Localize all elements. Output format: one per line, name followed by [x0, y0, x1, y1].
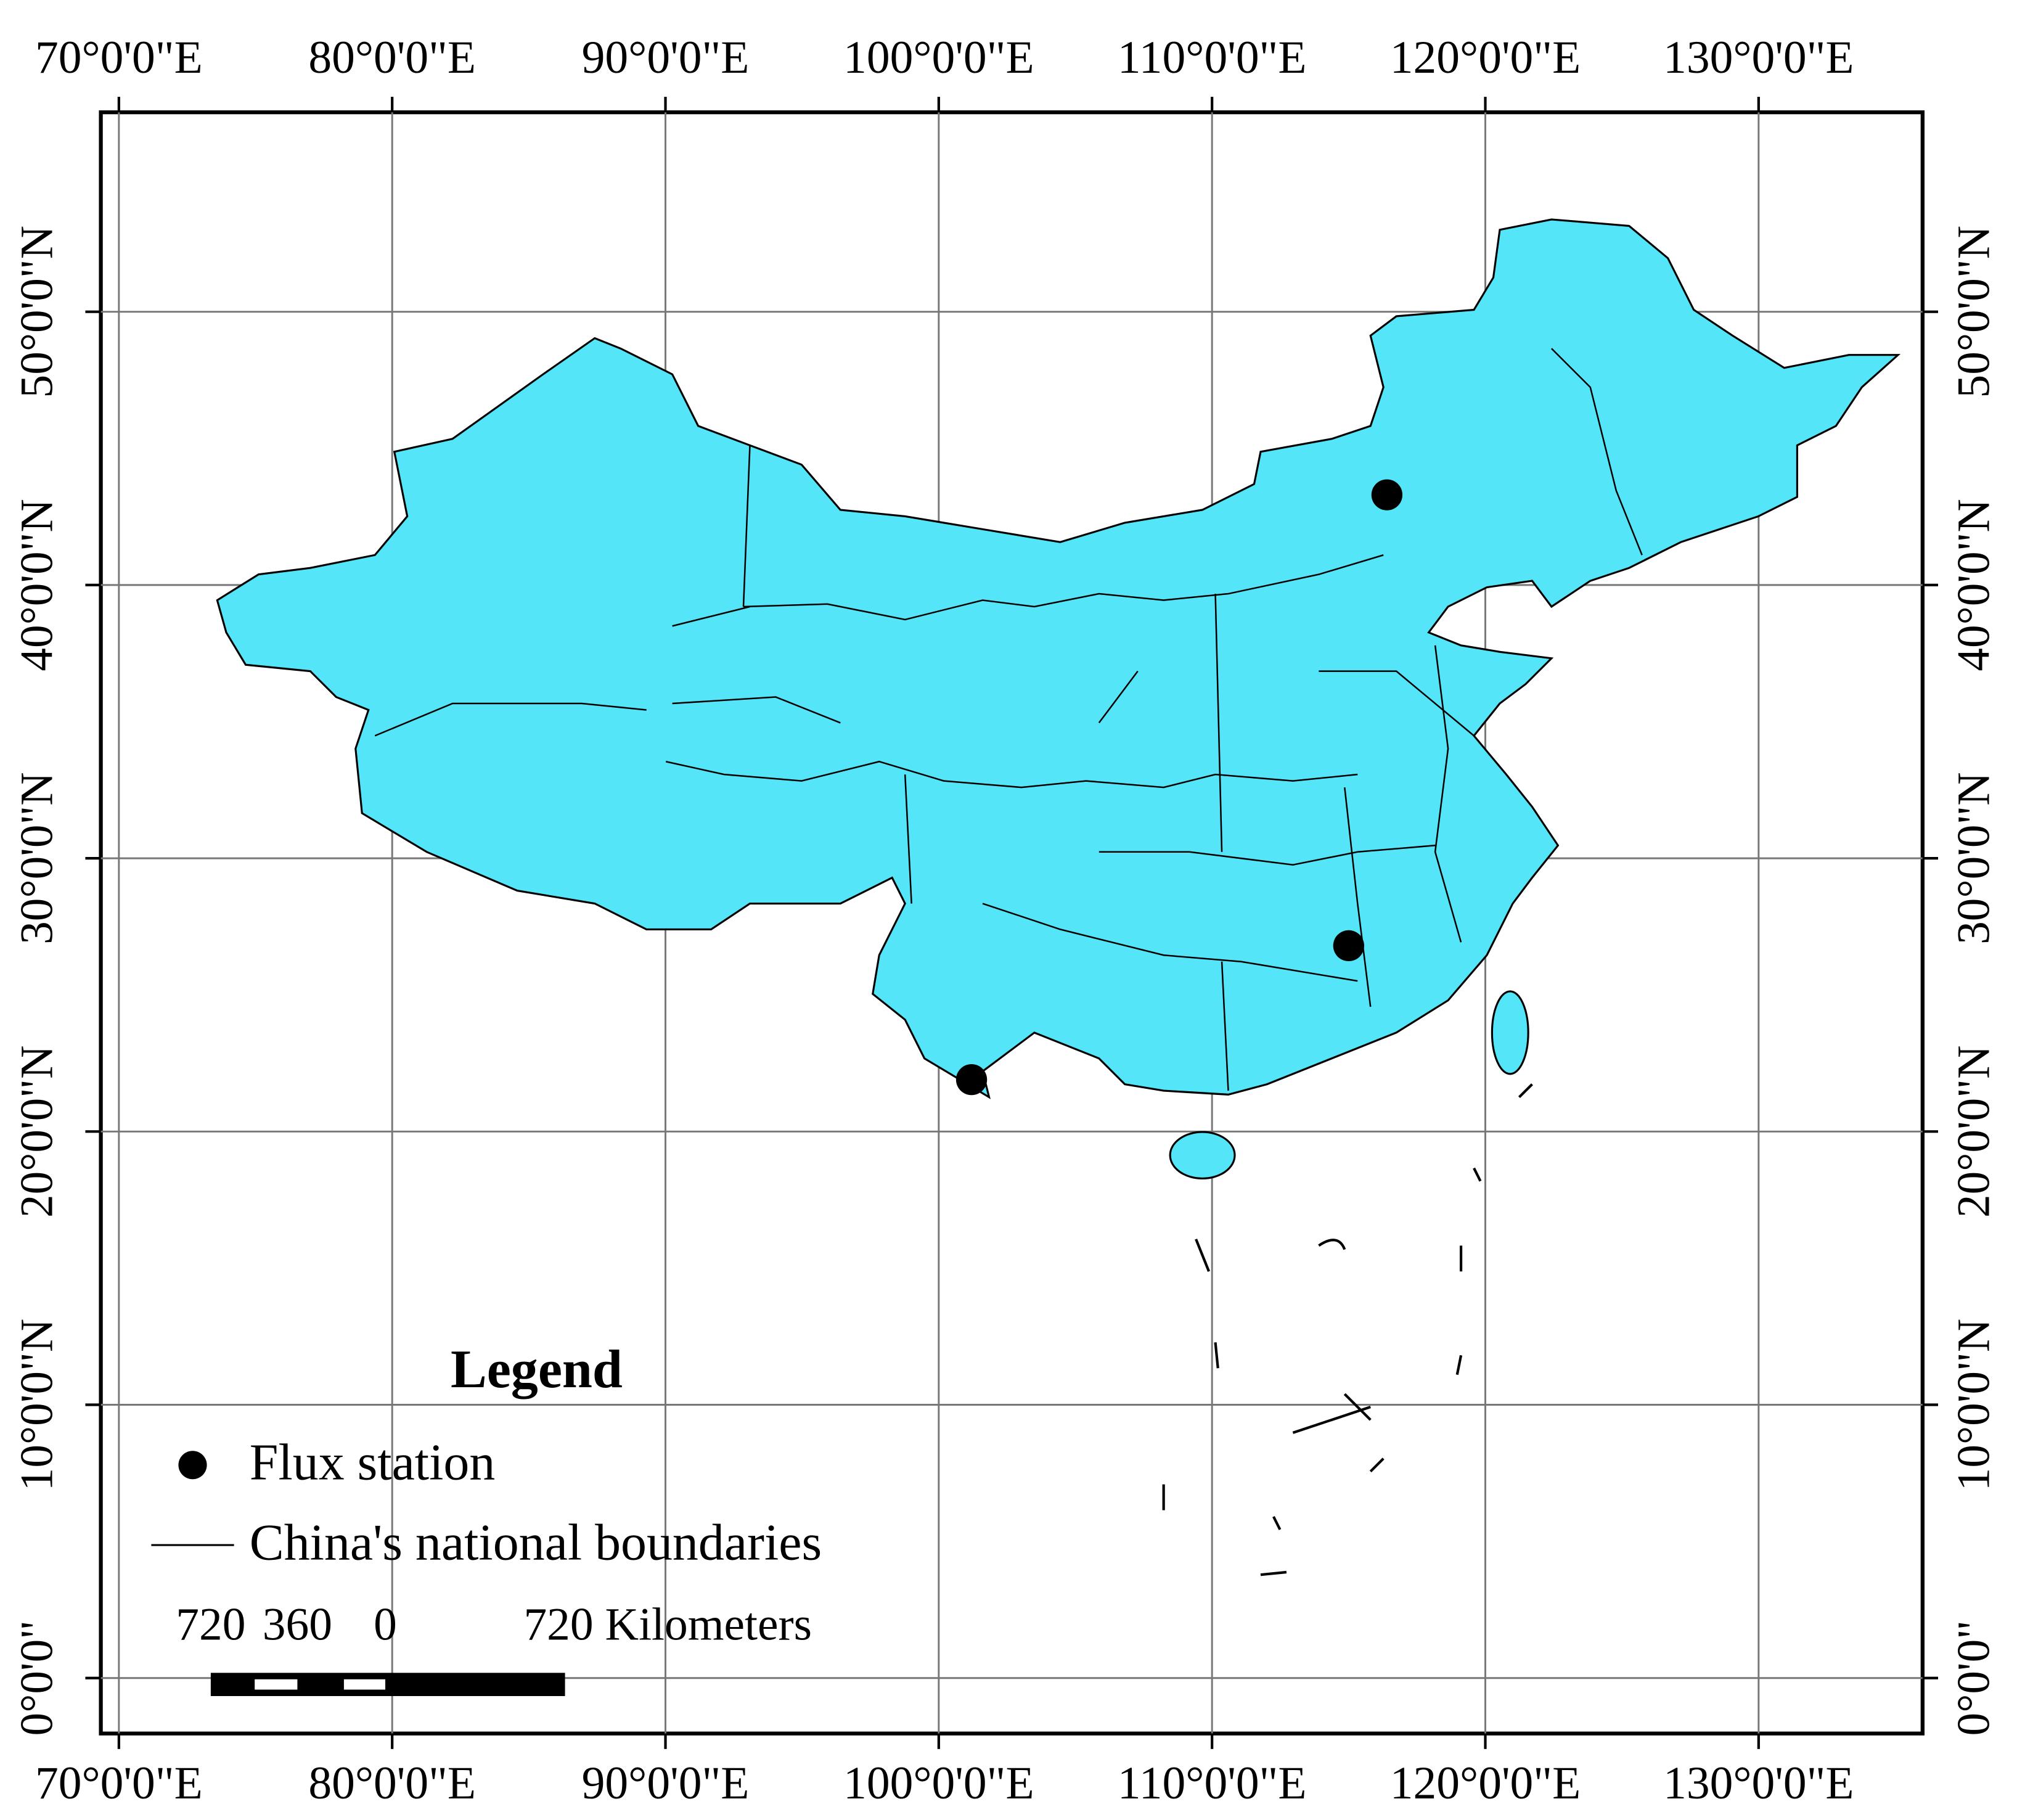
lon-label: 70°0'0"E [35, 32, 203, 83]
lon-label: 70°0'0"E [35, 1758, 203, 1809]
scale-bar-segment [255, 1679, 298, 1690]
lat-label: 0°0'0" [11, 1620, 62, 1736]
lon-label: 90°0'0"E [582, 1758, 750, 1809]
lon-label: 80°0'0"E [308, 1758, 476, 1809]
legend-item: Flux station [250, 1434, 496, 1491]
lat-label: 20°0'0"N [11, 1046, 62, 1218]
lon-label: 100°0'0"E [843, 32, 1034, 83]
lon-label: 90°0'0"E [582, 32, 750, 83]
lon-label: 110°0'0"E [1118, 32, 1307, 83]
lat-label: 30°0'0"N [1948, 772, 1999, 945]
scale-bar: 720 360 0 720 Kilometers [176, 1599, 812, 1696]
south-sea-boundary [1162, 1083, 1533, 1576]
taiwan-island [1491, 990, 1529, 1075]
lat-label: 0°0'0" [1948, 1620, 1999, 1736]
flux-station [1333, 930, 1365, 962]
lon-label: 80°0'0"E [308, 32, 476, 83]
lon-label: 120°0'0"E [1390, 32, 1581, 83]
legend-station-symbol [178, 1451, 207, 1480]
scale-label: 0 [374, 1599, 397, 1650]
legend-item: China's national boundaries [250, 1514, 822, 1572]
lat-label: 10°0'0"N [1948, 1319, 1999, 1491]
china-land [216, 218, 1901, 1099]
lat-label: 50°0'0"N [1948, 226, 1999, 398]
lat-label: 50°0'0"N [11, 226, 62, 398]
province-boundaries [374, 348, 1643, 1091]
lon-label: 130°0'0"E [1663, 32, 1854, 83]
map-layer: Legend Flux station China's national bou… [11, 32, 1999, 1809]
lon-label: 120°0'0"E [1390, 1758, 1581, 1809]
scale-bar-segment [343, 1679, 386, 1690]
scale-label: 720 Kilometers [523, 1599, 812, 1650]
legend: Legend Flux station China's national bou… [151, 1340, 822, 1571]
lon-label: 130°0'0"E [1663, 1758, 1854, 1809]
scale-label: 360 [263, 1599, 332, 1650]
legend-title: Legend [451, 1340, 623, 1400]
hainan-island [1169, 1131, 1236, 1180]
lat-label: 30°0'0"N [11, 772, 62, 945]
lat-label: 40°0'0"N [1948, 499, 1999, 671]
flux-station [1371, 479, 1403, 510]
flux-station [955, 1064, 988, 1096]
lon-label: 110°0'0"E [1118, 1758, 1307, 1809]
lat-label: 10°0'0"N [11, 1319, 62, 1491]
lat-label: 40°0'0"N [11, 499, 62, 671]
lat-label: 20°0'0"N [1948, 1046, 1999, 1218]
lon-label: 100°0'0"E [843, 1758, 1034, 1809]
stations [955, 479, 1403, 1096]
scale-label: 720 [176, 1599, 245, 1650]
